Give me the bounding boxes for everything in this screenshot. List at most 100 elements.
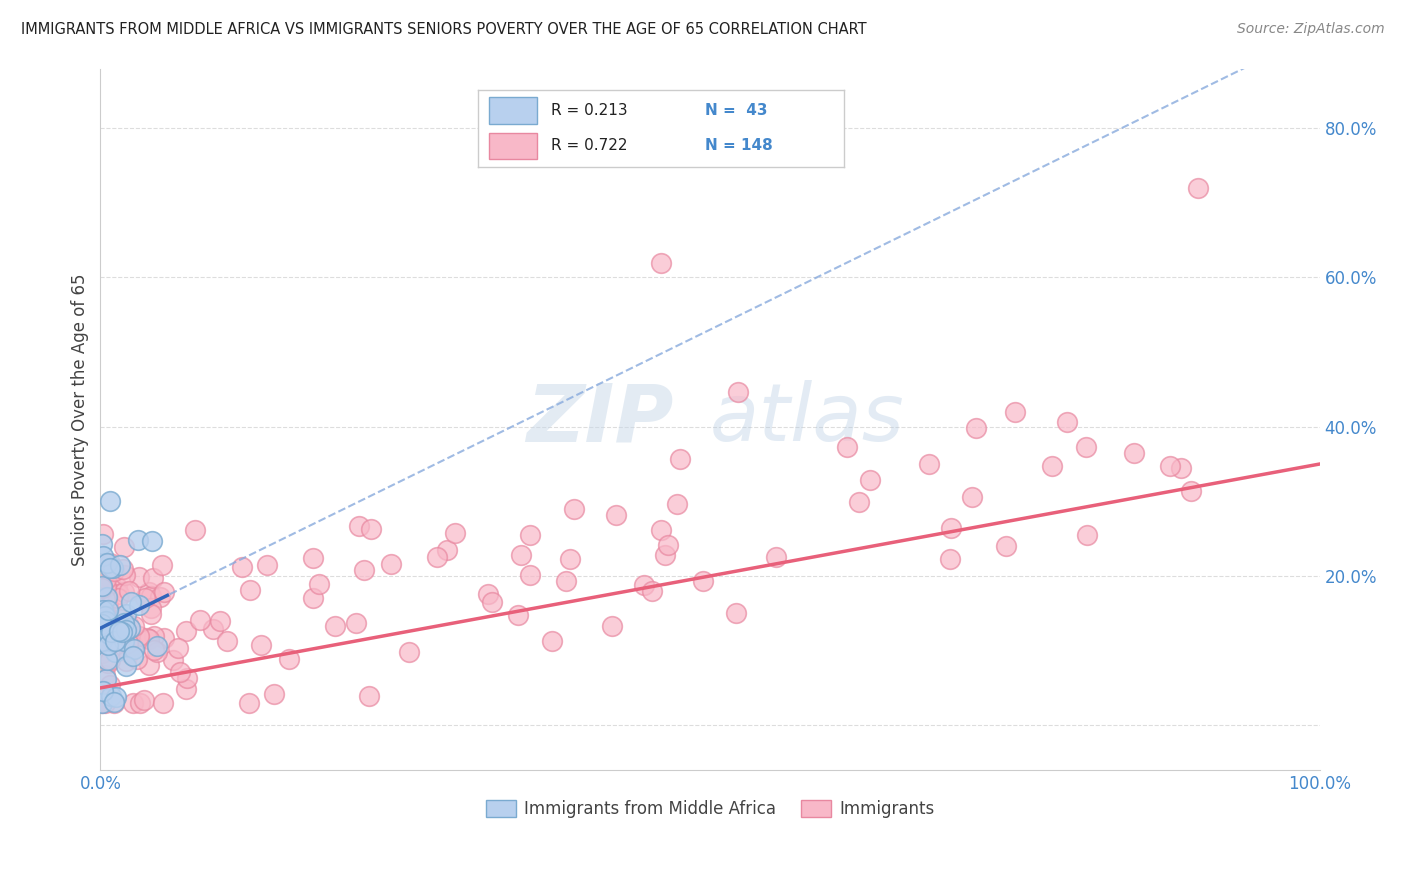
Point [669,452,692,467]
Point [665,498,688,512]
Point [654,548,676,562]
Point [122,648,145,663]
Legend: Immigrants from Middle Africa, Immigrants: Immigrants from Middle Africa, Immigrant… [479,793,941,825]
Point [150,558,173,572]
Y-axis label: Seniors Poverty Over the Age of 65: Seniors Poverty Over the Age of 65 [72,273,89,566]
Point [650,255,672,269]
Point [143,643,166,657]
Point [1074,440,1097,454]
Text: Source: ZipAtlas.com: Source: ZipAtlas.com [1237,22,1385,37]
Point [965,421,987,435]
Point [93,644,115,658]
Point [724,607,747,621]
Point [90,695,112,709]
Point [103,696,125,710]
Point [918,457,941,471]
Point [650,523,672,537]
Point [93,603,115,617]
Point [111,562,134,576]
Point [641,584,664,599]
Point [231,560,253,574]
Point [103,564,125,578]
Point [128,569,150,583]
Point [118,621,141,635]
Point [145,639,167,653]
Point [90,579,112,593]
Point [100,653,122,667]
Point [302,591,325,606]
Point [94,627,117,641]
Point [541,633,564,648]
Point [91,683,114,698]
Point [1180,484,1202,499]
Point [633,578,655,592]
Point [132,692,155,706]
Point [302,551,325,566]
Point [101,635,124,649]
Point [112,633,135,648]
Point [1159,458,1181,473]
Point [94,673,117,687]
Point [138,585,160,599]
Point [125,652,148,666]
Point [91,614,114,628]
Point [97,638,120,652]
Point [1076,527,1098,541]
Point [278,652,301,666]
Point [97,656,120,670]
Point [105,580,128,594]
Point [115,607,138,621]
Point [217,633,239,648]
Point [100,689,122,703]
Point [129,696,152,710]
Point [134,591,156,605]
Point [112,585,135,599]
Point [104,645,127,659]
Point [97,602,120,616]
Point [96,615,118,629]
Point [960,491,983,505]
Point [357,690,380,704]
Point [112,616,135,631]
Point [108,612,131,626]
Point [360,522,382,536]
Point [117,636,139,650]
Point [108,558,131,572]
Point [105,690,128,704]
Point [176,671,198,685]
Point [93,615,115,629]
Point [90,686,112,700]
Point [208,614,231,628]
Point [94,580,117,594]
Point [107,591,129,605]
Point [135,631,157,645]
Point [103,695,125,709]
Point [91,527,114,541]
Point [114,567,136,582]
Point [138,657,160,672]
Point [153,632,176,646]
Point [94,609,117,624]
Point [1004,405,1026,419]
Point [127,533,149,547]
Point [256,558,278,572]
Point [1040,459,1063,474]
Point [436,543,458,558]
Point [97,599,120,613]
Point [859,473,882,487]
Point [146,645,169,659]
Point [94,696,117,710]
Point [481,595,503,609]
Point [519,567,541,582]
Point [105,632,128,646]
Point [90,620,112,634]
Point [96,590,118,604]
Point [115,654,138,668]
Point [143,629,166,643]
Point [93,605,115,619]
Point [94,667,117,681]
Point [94,592,117,607]
Point [104,633,127,648]
Point [128,629,150,643]
Point [120,595,142,609]
